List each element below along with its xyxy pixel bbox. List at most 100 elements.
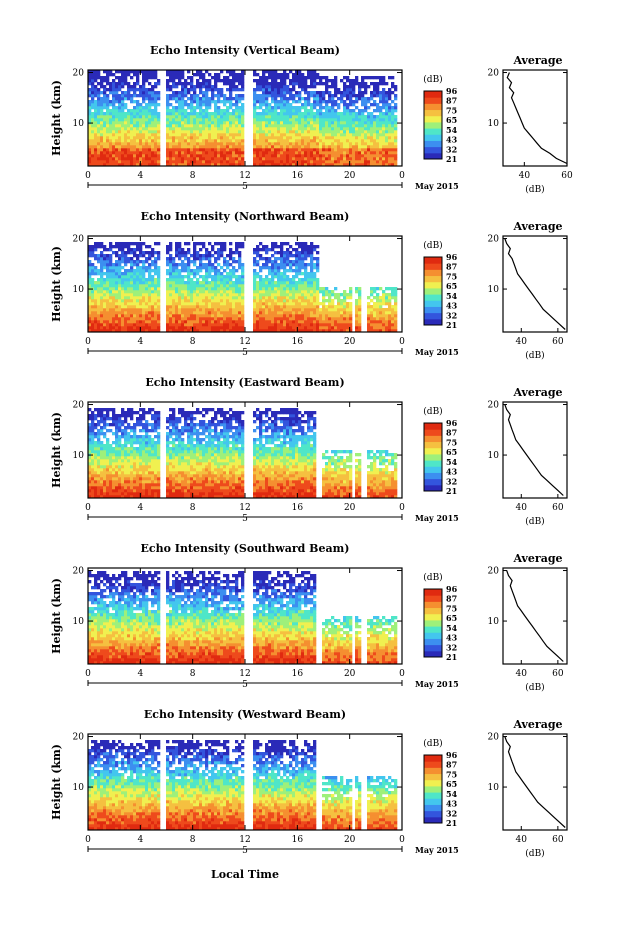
heatmap-cell	[349, 115, 353, 119]
heatmap-cell	[277, 127, 281, 131]
heatmap-cell	[382, 320, 386, 324]
heatmap-cell	[298, 145, 302, 149]
heatmap-cell	[256, 245, 260, 249]
heatmap-cell	[118, 278, 122, 282]
heatmap-cell	[319, 154, 323, 158]
heatmap-cell	[385, 317, 389, 321]
heatmap-cell	[394, 97, 398, 101]
heatmap-cell	[277, 145, 281, 149]
heatmap-cell	[331, 100, 335, 104]
heatmap-cell	[154, 70, 158, 74]
heatmap-cell	[295, 302, 299, 306]
heatmap-cell	[376, 139, 380, 143]
heatmap-cell	[97, 157, 101, 161]
heatmap-cell	[115, 100, 119, 104]
heatmap-cell	[334, 127, 338, 131]
heatmap-cell	[367, 112, 371, 116]
heatmap-cell	[289, 263, 293, 267]
heatmap-cell	[223, 323, 227, 327]
heatmap-cell	[94, 290, 98, 294]
heatmap-cell	[355, 148, 359, 152]
heatmap-cell	[100, 272, 104, 276]
heatmap-cell	[139, 136, 143, 140]
heatmap-cell	[202, 314, 206, 318]
heatmap-cell	[205, 88, 209, 92]
heatmap-cell	[127, 151, 131, 155]
heatmap-cell	[379, 97, 383, 101]
heatmap-cell	[298, 115, 302, 119]
heatmap-cell	[253, 97, 257, 101]
heatmap-cell	[223, 311, 227, 315]
heatmap-cell	[349, 314, 353, 318]
heatmap-cell	[136, 112, 140, 116]
heatmap-cell	[109, 269, 113, 273]
heatmap-cell	[103, 245, 107, 249]
heatmap-cell	[349, 329, 353, 333]
heatmap-cell	[232, 145, 236, 149]
heatmap-cell	[148, 154, 152, 158]
heatmap-cell	[127, 314, 131, 318]
heatmap-cell	[280, 112, 284, 116]
heatmap-cell	[223, 139, 227, 143]
colorbar-unit: (dB)	[423, 74, 442, 85]
heatmap-cell	[316, 121, 320, 125]
heatmap-cell	[238, 115, 242, 119]
heatmap-cell	[271, 121, 275, 125]
heatmap-cell	[94, 323, 98, 327]
heatmap-cell	[121, 248, 125, 252]
heatmap-cell	[256, 154, 260, 158]
heatmap-cell	[97, 296, 101, 300]
heatmap-cell	[271, 305, 275, 309]
heatmap-cell	[298, 130, 302, 134]
heatmap-cell	[322, 148, 326, 152]
heatmap-cell	[277, 154, 281, 158]
heatmap-cell	[139, 284, 143, 288]
heatmap-cell	[262, 266, 266, 270]
heatmap-cell	[175, 115, 179, 119]
heatmap-cell	[385, 91, 389, 95]
heatmap-cell	[316, 245, 320, 249]
heatmap-cell	[130, 151, 134, 155]
heatmap-cell	[145, 109, 149, 113]
heatmap-cell	[301, 133, 305, 137]
heatmap-cell	[121, 281, 125, 285]
heatmap-cell	[124, 76, 128, 80]
heatmap-cell	[223, 94, 227, 98]
heatmap-cell	[100, 76, 104, 80]
heatmap-cell	[151, 148, 155, 152]
heatmap-cell	[142, 145, 146, 149]
heatmap-cell	[337, 136, 341, 140]
heatmap-cell	[301, 305, 305, 309]
heatmap-cell	[133, 94, 137, 98]
heatmap-cell	[328, 296, 332, 300]
heatmap-cell	[382, 91, 386, 95]
heatmap-cell	[148, 257, 152, 261]
heatmap-cell	[118, 130, 122, 134]
heatmap-cell	[289, 145, 293, 149]
heatmap-cell	[208, 299, 212, 303]
heatmap-cell	[295, 142, 299, 146]
heatmap-cell	[175, 91, 179, 95]
heatmap-cell	[346, 305, 350, 309]
heatmap-cell	[253, 160, 257, 164]
heatmap-cell	[265, 136, 269, 140]
heatmap-cell	[310, 326, 314, 330]
heatmap-cell	[97, 121, 101, 125]
heatmap-cell	[193, 284, 197, 288]
heatmap-cell	[220, 314, 224, 318]
heatmap-cell	[199, 148, 203, 152]
heatmap-cell	[325, 299, 329, 303]
heatmap-cell	[232, 290, 236, 294]
heatmap-cell	[115, 157, 119, 161]
heatmap-cell	[151, 127, 155, 131]
heatmap-cell	[310, 311, 314, 315]
heatmap-cell	[331, 112, 335, 116]
heatmap-cell	[154, 257, 158, 261]
heatmap-cell	[235, 139, 239, 143]
heatmap-cell	[124, 302, 128, 306]
heatmap-cell	[223, 127, 227, 131]
heatmap-cell	[217, 302, 221, 306]
heatmap-cell	[184, 109, 188, 113]
heatmap-cell	[181, 248, 185, 252]
heatmap-cell	[166, 287, 170, 291]
